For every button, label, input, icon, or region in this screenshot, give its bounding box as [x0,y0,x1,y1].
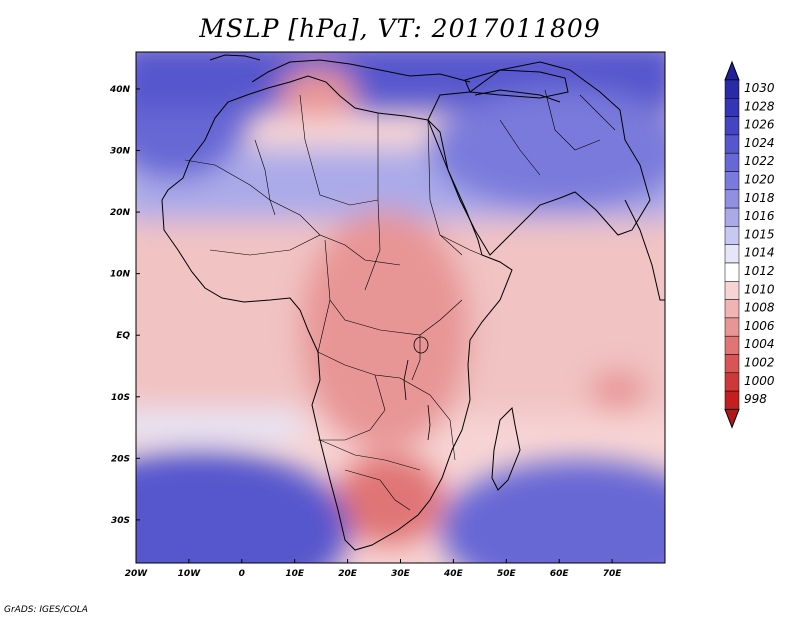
lat-label: 20N [110,208,131,218]
lon-label: 0 [239,569,245,579]
colorbar-label: 1008 [744,301,775,315]
colorbar-top-arrow [725,62,739,80]
colorbar-label: 1004 [744,337,775,351]
colorbar: 1030 1028 1026 1024 1022 1020 1018 1016 1015 1014… [725,62,775,427]
colorbar-label: 1012 [744,264,775,278]
colorbar-swatch [725,80,739,98]
lat-label: 40N [109,85,131,95]
region-south-atlantic-high [50,450,350,610]
region-indian-ocean-low [590,370,646,410]
colorbar-swatch [725,373,739,391]
colorbar-swatch [725,98,739,116]
colorbar-label: 1015 [744,227,775,241]
colorbar-swatch [725,245,739,263]
colorbar-swatch [725,226,739,244]
colorbar-label: 1020 [744,173,775,187]
lon-label: 20E [338,569,358,579]
colorbar-label: 1010 [744,282,775,296]
colorbar-swatch [725,153,739,171]
colorbar-label: 1030 [744,81,775,95]
colorbar-swatch [725,336,739,354]
colorbar-swatch [725,208,739,226]
colorbar-swatch [725,281,739,299]
colorbar-swatch [725,190,739,208]
colorbar-label: 1016 [744,209,775,223]
colorbar-swatch [725,172,739,190]
lon-label: 40E [443,569,464,579]
colorbar-label: 1002 [744,356,775,370]
lat-label: 30S [111,516,130,526]
colorbar-label: 1024 [744,136,775,150]
latitude-axis: 40N 30N 20N 10N EQ 10S 20S 30S [109,85,140,526]
colorbar-label: 1026 [744,118,775,132]
region-ocean-neutral-band [120,410,300,440]
lat-label: 10N [110,270,131,280]
colorbar-label: 1018 [744,191,775,205]
colorbar-label: 1028 [744,99,775,113]
colorbar-label: 1014 [744,246,775,260]
pressure-field [50,40,720,610]
colorbar-swatch [725,135,739,153]
colorbar-label: 1022 [744,154,775,168]
lon-label: 20W [125,569,149,579]
colorbar-label: 1000 [744,374,775,388]
region-south-africa-low [335,455,445,545]
lat-label: 30N [110,147,131,157]
colorbar-swatch [725,355,739,373]
credit-text: GrADS: IGES/COLA [4,605,88,615]
colorbar-swatch [725,263,739,281]
colorbar-swatch [725,117,739,135]
lon-label: 30E [391,569,411,579]
colorbar-swatch [725,391,739,409]
lon-label: 70E [603,569,623,579]
region-libya-low [280,68,356,116]
lon-label: 50E [497,569,517,579]
region-arabia-high [430,90,690,210]
lon-label: 60E [550,569,570,579]
colorbar-bottom-arrow [725,409,739,427]
lat-label: 10S [111,393,130,403]
region-south-indian-high [440,460,720,600]
colorbar-swatch [725,318,739,336]
lon-label: 10W [178,569,202,579]
colorbar-swatch [725,300,739,318]
colorbar-label: 998 [744,392,767,406]
lat-label: 20S [111,454,130,464]
colorbar-label: 1006 [744,319,775,333]
map-figure: 40N 30N 20N 10N EQ 10S 20S 30S 20W 10W 0 10E 20E 30E… [0,0,800,618]
lon-label: 10E [285,569,305,579]
lat-label: EQ [116,331,130,341]
